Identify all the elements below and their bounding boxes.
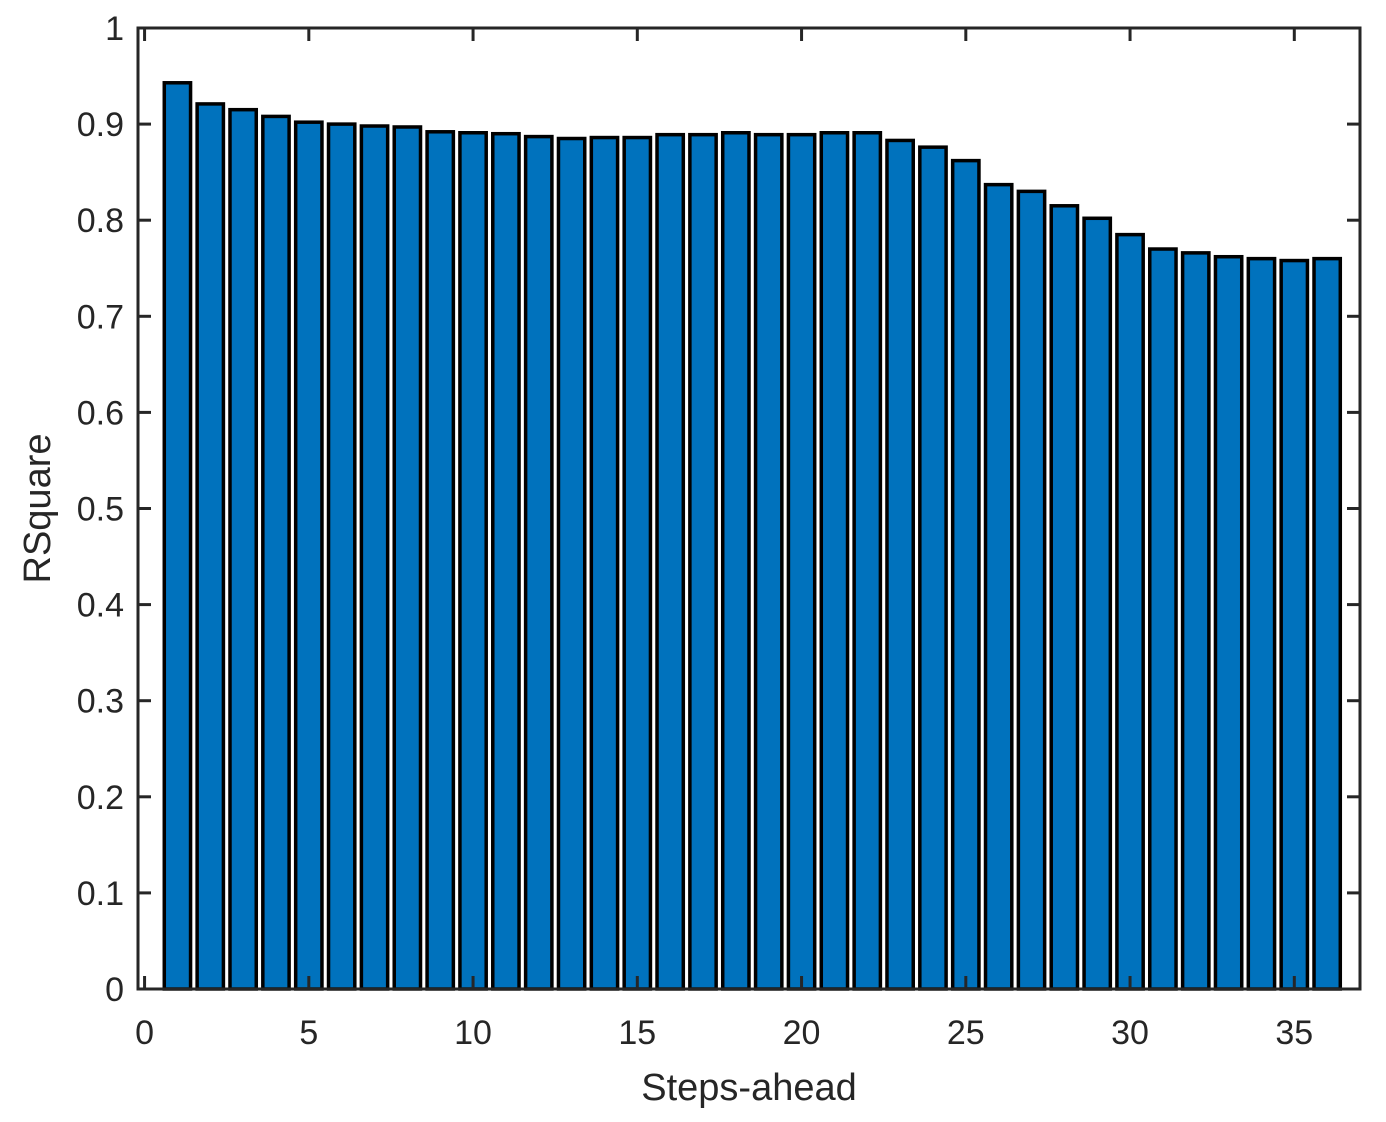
bar-3 — [228, 107, 259, 991]
bar-35 — [1279, 258, 1310, 991]
bar-31 — [1148, 247, 1178, 991]
axes-layer — [136, 26, 1362, 991]
bar-33 — [1213, 254, 1244, 991]
bar-27 — [1016, 189, 1047, 991]
bar-16 — [655, 132, 686, 991]
bar-13 — [556, 136, 587, 991]
bar-24 — [918, 145, 948, 991]
bar-20 — [786, 132, 817, 991]
bar-9 — [425, 130, 456, 991]
bar-15 — [622, 135, 653, 991]
bar-4 — [261, 114, 291, 991]
bar-23 — [885, 138, 915, 991]
y-tick-label: 0.8 — [77, 202, 124, 240]
bar-28 — [1049, 204, 1080, 991]
x-tick-label: 5 — [299, 1014, 318, 1052]
bar-29 — [1082, 216, 1113, 991]
bar-11 — [491, 131, 521, 991]
x-tick-label: 30 — [1111, 1014, 1149, 1052]
x-tick-label: 25 — [947, 1014, 985, 1052]
x-tick-label: 35 — [1275, 1014, 1313, 1052]
x-tick-label: 0 — [135, 1014, 154, 1052]
bar-7 — [359, 124, 390, 991]
bar-32 — [1180, 251, 1211, 991]
y-tick-label: 0.3 — [77, 683, 124, 721]
bar-18 — [720, 131, 751, 991]
y-tick-label: 0.5 — [77, 491, 124, 529]
bar-34 — [1246, 256, 1277, 991]
y-tick-label: 0.9 — [77, 106, 124, 144]
tick-labels-layer: 0 5 10 15 20 25 30 35 0 0.1 0.2 0.3 0.4 0.5 0.6 0.7 0.8 0… — [77, 10, 1313, 1052]
y-tick-label: 0.6 — [77, 394, 124, 432]
y-tick-label: 0.2 — [77, 779, 124, 817]
bar-36 — [1312, 256, 1343, 991]
bar-12 — [523, 134, 554, 991]
y-axis-label: RSquare — [17, 434, 59, 584]
x-tick-label: 20 — [783, 1014, 821, 1052]
bar-30 — [1115, 232, 1145, 991]
bar-21 — [819, 131, 850, 991]
y-tick-label: 1 — [105, 10, 124, 48]
bar-10 — [458, 131, 488, 991]
y-tick-label: 0.4 — [77, 587, 124, 625]
bar-8 — [392, 125, 423, 991]
bar-26 — [983, 182, 1014, 991]
y-tick-label: 0.1 — [77, 875, 124, 913]
bar-6 — [326, 122, 357, 991]
bar-19 — [753, 132, 784, 991]
bar-25 — [950, 158, 981, 991]
x-tick-label: 15 — [618, 1014, 656, 1052]
y-tick-label: 0.7 — [77, 298, 124, 336]
bar-1 — [162, 81, 193, 991]
bar-17 — [688, 132, 718, 991]
bar-14 — [589, 135, 620, 991]
y-tick-label: 0 — [105, 971, 124, 1009]
x-tick-label: 10 — [454, 1014, 492, 1052]
bar-5 — [293, 120, 324, 991]
x-axis-label: Steps-ahead — [641, 1067, 857, 1109]
bar-22 — [852, 131, 883, 991]
bar-2 — [195, 102, 226, 991]
bars-layer — [162, 81, 1343, 991]
